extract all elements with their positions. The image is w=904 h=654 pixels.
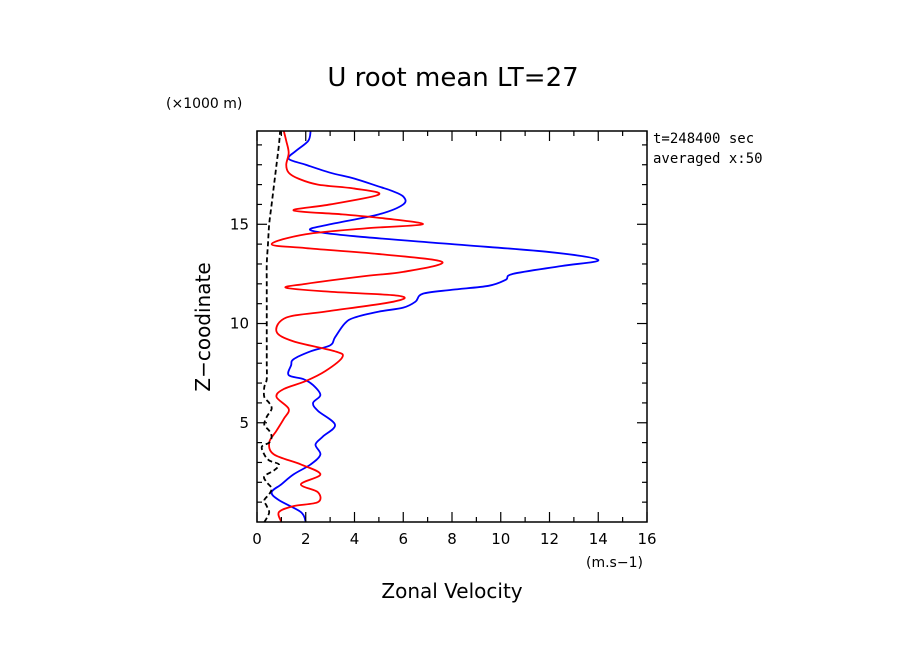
y-tick-label: 10 xyxy=(230,315,249,333)
x-tick-label: 10 xyxy=(491,530,510,548)
series-layer xyxy=(260,131,600,522)
x-tick-label: 2 xyxy=(301,530,311,548)
plot-frame xyxy=(256,130,648,523)
y-axis-label: Z−coodinate xyxy=(191,262,215,391)
x-tick-label: 12 xyxy=(540,530,559,548)
x-tick-label: 0 xyxy=(252,530,262,548)
x-tick-label: 8 xyxy=(447,530,457,548)
annotation-averaged: averaged x:50 xyxy=(653,151,763,167)
x-tick-label: 14 xyxy=(589,530,608,548)
x-axis-label: Zonal Velocity xyxy=(381,579,522,603)
tick-layer: 0 2 4 6 8 10 12 14 16 5 10 15 xyxy=(230,131,657,548)
series-line-2 xyxy=(260,131,282,522)
y-unit-label: (×1000 m) xyxy=(166,96,242,112)
x-tick-label: 6 xyxy=(398,530,408,548)
y-tick-label: 5 xyxy=(239,414,249,432)
x-tick-label: 16 xyxy=(637,530,656,548)
annotation-time: t=248400 sec xyxy=(653,131,754,147)
y-tick-label: 15 xyxy=(230,215,249,233)
series-line-0 xyxy=(270,131,600,522)
x-tick-label: 4 xyxy=(350,530,360,548)
x-unit-label: (m.s−1) xyxy=(586,555,643,571)
chart-title: U root mean LT=27 xyxy=(327,63,578,93)
series-line-1 xyxy=(268,131,444,522)
